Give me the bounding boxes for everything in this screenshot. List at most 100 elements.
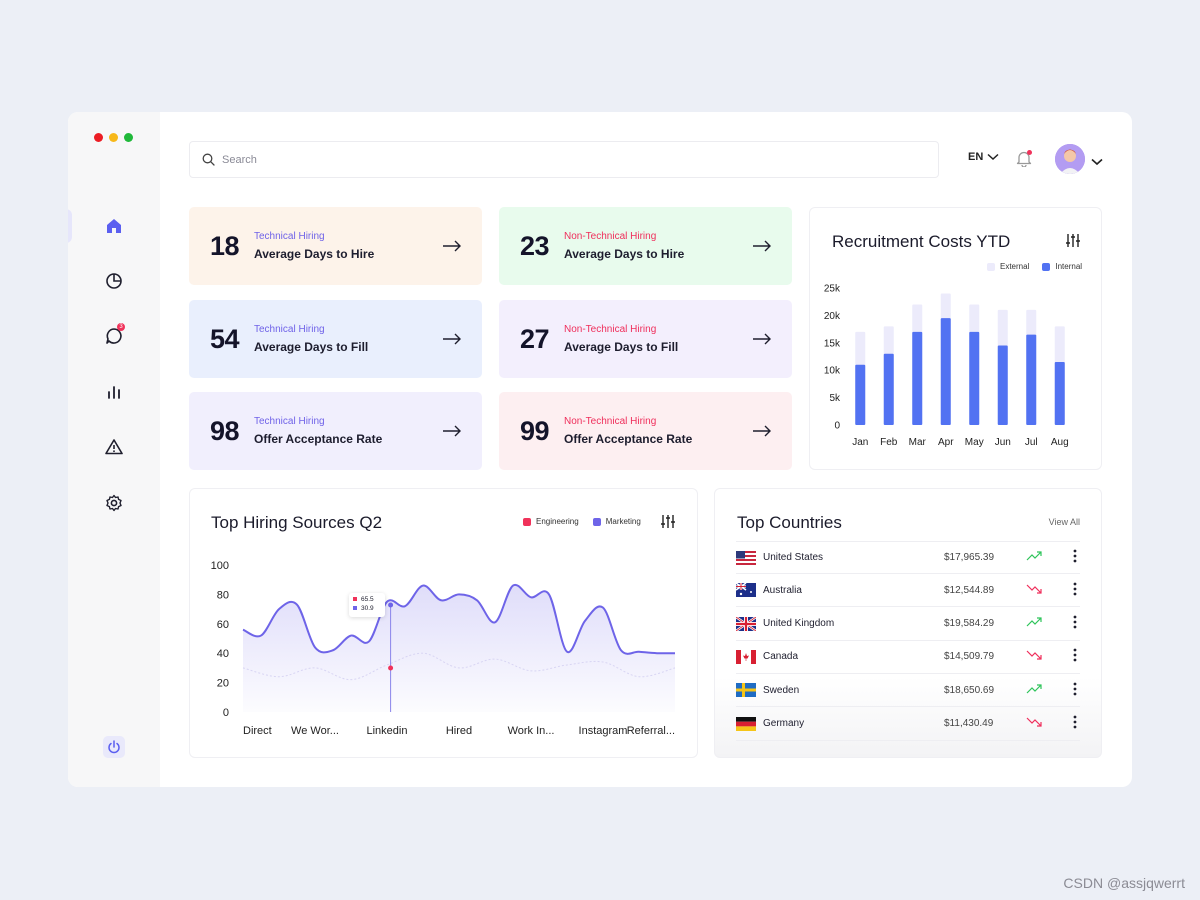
- tooltip-swatch-marketing: [353, 606, 357, 610]
- country-name: Germany: [763, 718, 805, 729]
- y-tick-label: 100: [211, 560, 229, 572]
- search-input[interactable]: [222, 153, 822, 166]
- country-row[interactable]: Canada $14,509.79: [736, 641, 1080, 674]
- sidebar-item-settings[interactable]: [101, 490, 127, 516]
- legend-external: External: [1000, 262, 1030, 271]
- recruitment-costs-title: Recruitment Costs YTD: [832, 232, 1011, 251]
- view-all-link[interactable]: View All: [1048, 517, 1080, 527]
- sidebar-item-analytics[interactable]: [101, 379, 127, 405]
- x-tick-label: Feb: [880, 437, 898, 448]
- close-window-button[interactable]: [94, 133, 103, 142]
- sidebar: 3: [68, 112, 160, 787]
- notifications-button[interactable]: [1016, 150, 1032, 172]
- x-tick-label: We Wor...: [291, 725, 339, 737]
- bar-internal[interactable]: [1026, 334, 1037, 425]
- avatar[interactable]: [1055, 144, 1085, 174]
- country-row[interactable]: United States $17,965.39: [736, 541, 1080, 574]
- tooltip-engineering-value: 65.5: [361, 596, 374, 603]
- minimize-window-button[interactable]: [109, 133, 118, 142]
- marketing-hover-point[interactable]: [388, 602, 394, 608]
- country-name: Canada: [763, 651, 799, 663]
- arrow-right-icon[interactable]: [752, 425, 772, 437]
- country-amount: $19,584.29: [944, 618, 995, 630]
- country-row[interactable]: Germany $11,430.49: [736, 708, 1080, 741]
- kpi-card[interactable]: 18 Technical Hiring Average Days to Hire: [189, 207, 482, 285]
- de-flag-icon: [736, 716, 756, 731]
- sidebar-item-reports[interactable]: [101, 268, 127, 294]
- hiring-sources-title: Top Hiring Sources Q2: [211, 513, 383, 532]
- kpi-value: 23: [520, 230, 550, 261]
- legend-swatch-external: [987, 262, 995, 271]
- sidebar-item-messages[interactable]: 3: [101, 323, 127, 349]
- kpi-card[interactable]: 98 Technical Hiring Offer Acceptance Rate: [189, 392, 482, 470]
- profile-menu-toggle[interactable]: [1091, 153, 1103, 171]
- pie-chart-icon: [106, 273, 122, 289]
- more-options-icon[interactable]: [1070, 715, 1080, 732]
- costs-legend: External Internal: [987, 262, 1082, 271]
- country-name: Sweden: [763, 684, 800, 696]
- logout-button[interactable]: [103, 736, 125, 758]
- kpi-card[interactable]: 99 Non-Technical Hiring Offer Acceptance R…: [499, 392, 792, 470]
- bar-internal[interactable]: [997, 345, 1008, 425]
- kpi-value: 99: [520, 415, 550, 446]
- sidebar-item-alerts[interactable]: [101, 434, 127, 460]
- country-row[interactable]: Sweden $18,650.69: [736, 674, 1080, 708]
- arrow-right-icon[interactable]: [442, 425, 462, 437]
- y-tick-label: 40: [217, 648, 229, 660]
- country-name: United Kingdom: [763, 618, 835, 630]
- language-selector[interactable]: EN: [968, 151, 999, 163]
- kpi-category: Non-Technical Hiring: [564, 416, 657, 427]
- more-options-icon[interactable]: [1070, 549, 1080, 566]
- sidebar-item-home[interactable]: [101, 213, 127, 239]
- country-row[interactable]: Australia $12,544.89: [736, 574, 1080, 608]
- kpi-card[interactable]: 23 Non-Technical Hiring Average Days to Hi…: [499, 207, 792, 285]
- maximize-window-button[interactable]: [124, 133, 133, 142]
- x-tick-label: Jul: [1025, 437, 1038, 448]
- arrow-right-icon[interactable]: [442, 333, 462, 345]
- arrow-right-icon[interactable]: [752, 333, 772, 345]
- kpi-card[interactable]: 27 Non-Technical Hiring Average Days to Fi…: [499, 300, 792, 378]
- kpi-category: Technical Hiring: [254, 324, 325, 335]
- bar-internal[interactable]: [883, 353, 894, 425]
- more-options-icon[interactable]: [1070, 648, 1080, 665]
- more-options-icon[interactable]: [1070, 582, 1080, 599]
- us-flag-icon: [736, 550, 756, 565]
- bar-internal[interactable]: [912, 331, 923, 425]
- warning-icon: [105, 439, 123, 455]
- kpi-text: Non-Technical Hiring Average Days to Hire: [564, 231, 752, 261]
- y-tick-label: 20k: [824, 311, 841, 322]
- kpi-category: Technical Hiring: [254, 231, 325, 242]
- y-tick-label: 10k: [824, 366, 841, 377]
- bar-internal[interactable]: [855, 364, 866, 425]
- legend-marketing: Marketing: [605, 517, 641, 526]
- country-amount: $17,965.39: [944, 552, 995, 563]
- more-options-icon[interactable]: [1070, 615, 1080, 632]
- arrow-right-icon[interactable]: [442, 240, 462, 252]
- kpi-metric: Average Days to Hire: [254, 247, 375, 261]
- hiring-sources-panel: Top Hiring Sources Q2 Engineering Market…: [189, 488, 698, 758]
- legend-internal: Internal: [1055, 262, 1083, 271]
- country-row[interactable]: United Kingdom $19,584.29: [736, 608, 1080, 641]
- bar-internal[interactable]: [1054, 361, 1065, 425]
- more-options-icon[interactable]: [1070, 682, 1080, 699]
- trend-down-icon: [1026, 584, 1070, 597]
- bar-internal[interactable]: [969, 331, 980, 425]
- trend-down-icon: [1026, 717, 1070, 730]
- x-tick-label: Jan: [852, 437, 868, 448]
- bar-internal[interactable]: [940, 318, 951, 425]
- y-tick-label: 25k: [824, 284, 841, 295]
- kpi-value: 18: [210, 230, 240, 261]
- y-tick-label: 80: [217, 589, 229, 601]
- arrow-right-icon[interactable]: [752, 240, 772, 252]
- x-tick-label: Apr: [938, 437, 954, 448]
- top-countries-title: Top Countries: [737, 513, 842, 532]
- filter-sliders-icon[interactable]: [660, 514, 676, 529]
- x-tick-label: Instagram: [579, 725, 628, 737]
- window-controls: [94, 133, 133, 142]
- filter-sliders-icon[interactable]: [1065, 233, 1081, 248]
- ca-flag-icon: [736, 649, 756, 664]
- kpi-value: 98: [210, 415, 240, 446]
- chevron-down-icon: [987, 153, 999, 161]
- engineering-hover-point[interactable]: [388, 665, 394, 671]
- kpi-card[interactable]: 54 Technical Hiring Average Days to Fill: [189, 300, 482, 378]
